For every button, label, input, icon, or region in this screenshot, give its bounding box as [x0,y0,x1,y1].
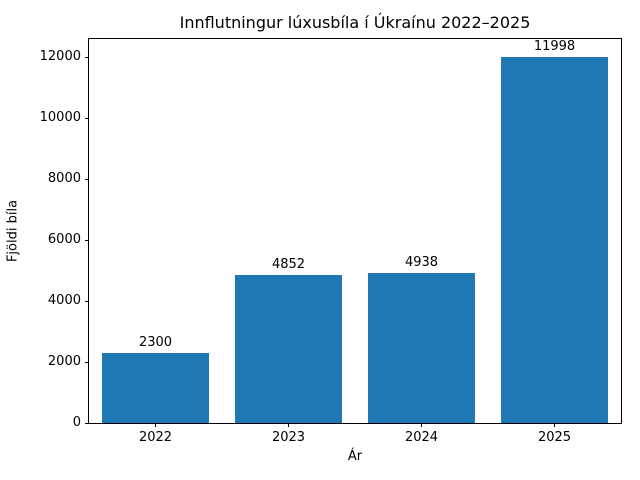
y-tick-label: 2000 [47,354,81,370]
y-tick-mark [85,56,89,58]
x-tick-label: 2024 [404,430,439,445]
bar-value-label: 11998 [533,39,576,55]
x-tick-label: 2022 [138,430,173,445]
y-tick-label: 10000 [39,110,81,126]
bar-value-label: 4852 [271,257,306,273]
plot-area: 0 2000 4000 6000 8000 10000 12000 2300 2022 4852 2… [40,38,622,445]
y-tick-mark [85,117,89,119]
bar-value-label: 2300 [138,334,173,350]
chart-title: Innflutningur lúxusbíla í Úkraínu 2022–2… [179,13,531,32]
x-tick-mark [554,423,555,427]
x-tick-mark [288,423,289,427]
bar [368,272,475,423]
x-tick-label: 2025 [537,430,572,445]
x-tick-mark [421,423,422,427]
x-tick-label: 2023 [271,430,306,445]
y-tick-mark [85,300,89,302]
y-tick-mark [85,239,89,241]
y-axis-label: Fjöldi bíla [5,199,21,263]
y-tick-label: 4000 [47,293,81,309]
y-tick-label: 6000 [47,232,81,248]
y-tick-mark [85,422,89,424]
bar-value-label: 4938 [404,254,439,270]
bar [102,352,209,423]
y-tick-label: 12000 [39,49,81,65]
bar [235,275,342,423]
x-axis-label: Ár [347,449,363,464]
y-tick-mark [85,178,89,180]
x-tick-mark [155,423,156,427]
y-tick-label: 8000 [47,171,81,187]
bar [501,57,608,423]
y-tick-mark [85,361,89,363]
y-tick-label: 0 [72,415,81,430]
